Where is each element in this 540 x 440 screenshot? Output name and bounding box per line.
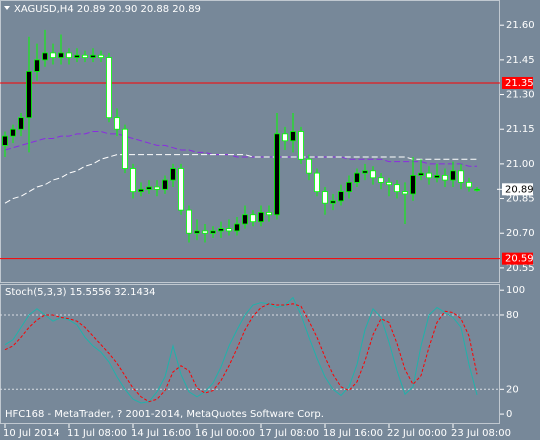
candle-body — [426, 172, 432, 179]
y-tick-label: 20.55 — [506, 263, 535, 274]
candle-body — [394, 184, 400, 193]
candle-body — [98, 54, 104, 58]
candle-body — [282, 133, 288, 142]
candle-body — [138, 188, 144, 193]
candle-body — [162, 179, 168, 190]
stoch-line — [4, 303, 478, 403]
candle-body — [386, 181, 392, 186]
candle-body — [2, 135, 8, 146]
candle-body — [194, 230, 200, 234]
candle-body — [210, 230, 216, 234]
level-label-box — [502, 252, 533, 265]
candle-body — [474, 188, 480, 191]
y-tick-label: 21.30 — [506, 90, 535, 101]
moving-average — [4, 131, 477, 167]
level-label: 21.35 — [505, 78, 534, 89]
candle-body — [354, 172, 360, 183]
y-tick-label: 0 — [506, 409, 512, 420]
candle-body — [66, 52, 72, 58]
y-tick-label: 100 — [506, 285, 525, 296]
candle-body — [250, 214, 256, 223]
y-tick-label: 80 — [506, 310, 519, 321]
candle-body — [122, 128, 128, 169]
candle-body — [10, 128, 16, 137]
candle-body — [346, 181, 352, 193]
candle-body — [410, 175, 416, 195]
x-tick-label: 23 Jul 08:00 — [451, 428, 511, 439]
last-price-box — [502, 183, 533, 196]
x-tick-label: 16 Jul 00:00 — [195, 428, 255, 439]
stoch-panel-border — [0, 284, 500, 424]
moving-average — [4, 154, 477, 204]
candle-body — [298, 131, 304, 160]
candle-body — [434, 175, 440, 179]
candle-body — [130, 168, 136, 193]
candle-body — [202, 230, 208, 234]
last-price-label: 20.89 — [505, 184, 534, 195]
x-tick-label: 18 Jul 16:00 — [323, 428, 383, 439]
candle-body — [306, 158, 312, 174]
candle-body — [378, 177, 384, 183]
footer: HFC168 - MetaTrader, ? 2001-2014, MetaQu… — [5, 409, 324, 420]
candle-body — [258, 212, 264, 223]
candle-body — [242, 214, 248, 225]
level-label-box — [502, 76, 533, 89]
candle-body — [82, 54, 88, 58]
main-panel-border — [0, 0, 500, 283]
candle-body — [170, 168, 176, 181]
candle-body — [466, 181, 472, 188]
stoch-line — [4, 296, 478, 404]
y-tick-label: 21.60 — [506, 20, 535, 31]
candle-body — [114, 117, 120, 130]
candle-body — [450, 170, 456, 181]
x-tick-label: 11 Jul 08:00 — [67, 428, 127, 439]
candle-body — [370, 170, 376, 179]
candle-body — [402, 191, 408, 195]
candle-body — [362, 170, 368, 174]
candle-body — [330, 200, 336, 204]
menu-triangle — [4, 6, 10, 10]
candle-body — [458, 170, 464, 183]
candle-body — [74, 54, 80, 58]
candle-body — [58, 52, 64, 58]
candle-body — [42, 52, 48, 61]
x-tick-label: 10 Jul 2014 — [3, 428, 60, 439]
candle-body — [218, 228, 224, 232]
y-tick-label: 20.70 — [506, 228, 535, 239]
candle-body — [146, 186, 152, 190]
candle-body — [418, 172, 424, 176]
candle-body — [18, 117, 24, 130]
candle-body — [90, 54, 96, 58]
stoch-title: Stoch(5,3,3) 15.5556 32.1434 — [5, 287, 156, 298]
x-tick-label: 22 Jul 00:00 — [387, 428, 447, 439]
x-tick-label: 17 Jul 08:00 — [259, 428, 319, 439]
y-tick-label: 21.45 — [506, 55, 535, 66]
candle-body — [34, 59, 40, 72]
candle-body — [290, 131, 296, 142]
candle-body — [274, 133, 280, 216]
level-label: 20.59 — [505, 254, 534, 265]
candle-body — [186, 209, 192, 234]
y-tick-label: 21.00 — [506, 159, 535, 170]
candle-body — [226, 228, 232, 232]
candle-body — [26, 71, 32, 119]
candle-body — [338, 191, 344, 202]
candle-body — [106, 57, 112, 119]
y-tick-label: 21.15 — [506, 124, 535, 135]
y-tick-label: 20 — [506, 384, 519, 395]
candle-body — [266, 212, 272, 216]
main-title: XAGUSD,H4 20.89 20.90 20.88 20.89 — [14, 4, 201, 15]
candle-body — [154, 186, 160, 190]
candle-body — [314, 172, 320, 193]
candle-body — [322, 191, 328, 204]
candle-body — [234, 223, 240, 232]
candle-body — [442, 175, 448, 181]
candle-body — [50, 52, 56, 58]
x-tick-label: 14 Jul 16:00 — [131, 428, 191, 439]
y-tick-label: 20.85 — [506, 194, 535, 205]
candle-body — [178, 168, 184, 211]
